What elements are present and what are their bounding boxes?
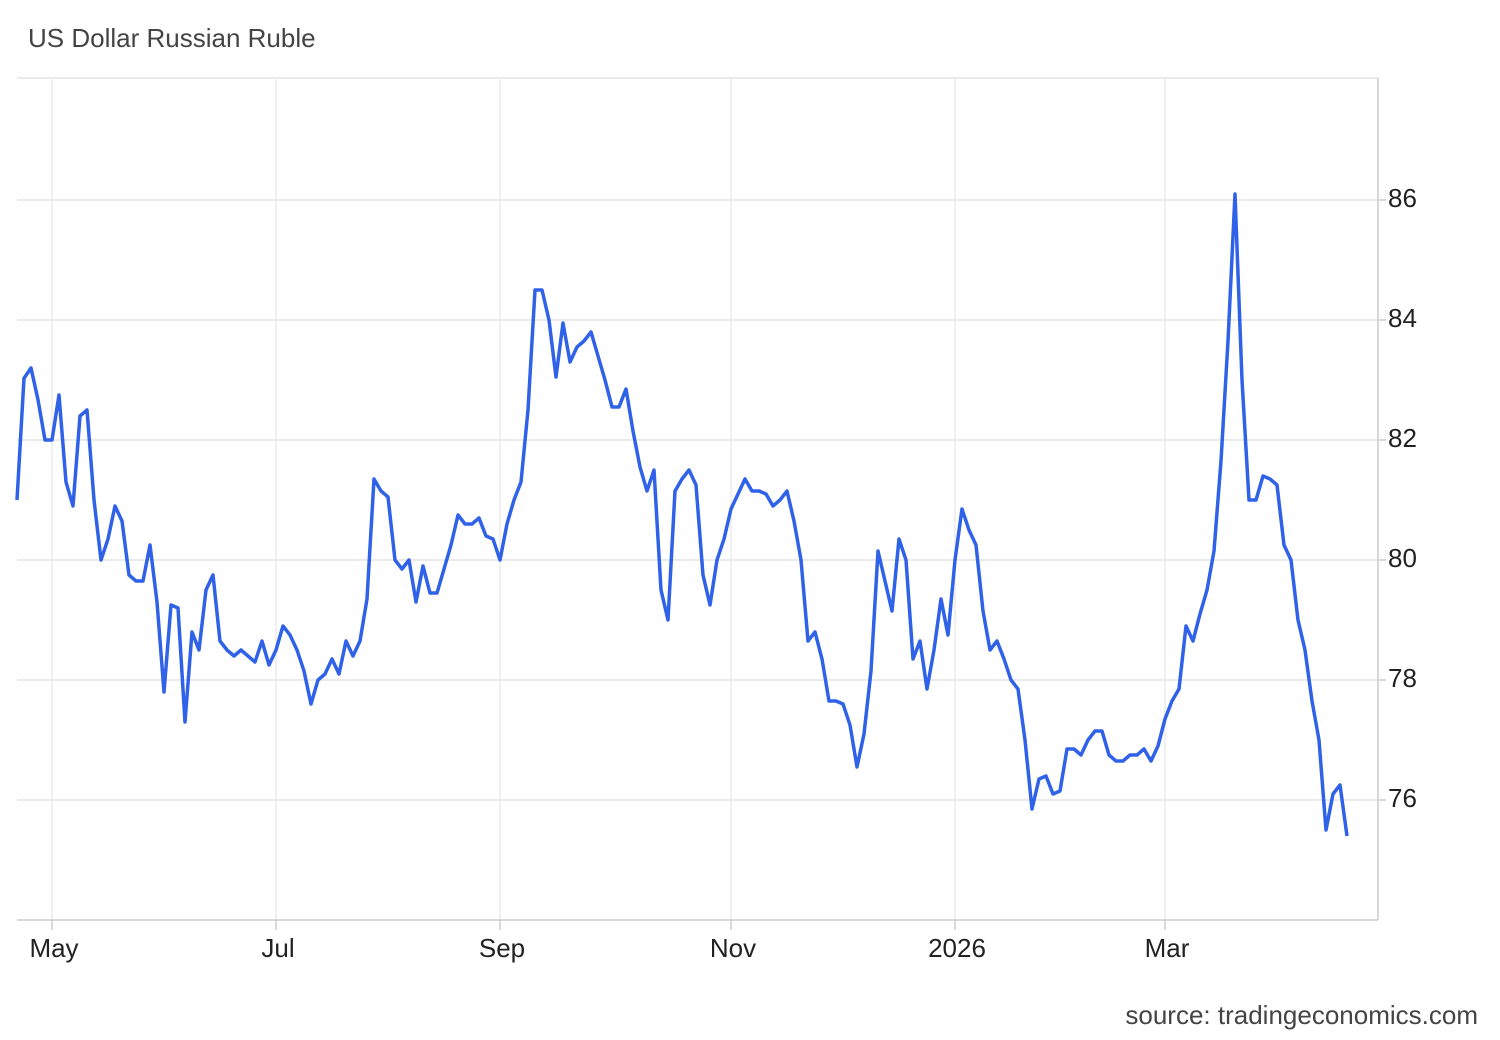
x-tick-label: Nov bbox=[710, 933, 756, 963]
chart-title: US Dollar Russian Ruble bbox=[28, 23, 316, 53]
y-tick-label: 80 bbox=[1388, 543, 1417, 573]
y-tick-label: 84 bbox=[1388, 303, 1417, 333]
y-tick-label: 76 bbox=[1388, 783, 1417, 813]
y-tick-label: 86 bbox=[1388, 183, 1417, 213]
x-tick-label: 2026 bbox=[928, 933, 986, 963]
y-tick-label: 82 bbox=[1388, 423, 1417, 453]
x-tick-label: May bbox=[29, 933, 78, 963]
source-note: source: tradingeconomics.com bbox=[1125, 1000, 1478, 1030]
y-tick-label: 78 bbox=[1388, 663, 1417, 693]
x-tick-label: Sep bbox=[479, 933, 525, 963]
x-tick-label: Jul bbox=[261, 933, 294, 963]
x-tick-label: Mar bbox=[1145, 933, 1190, 963]
data-line bbox=[15, 192, 1349, 837]
